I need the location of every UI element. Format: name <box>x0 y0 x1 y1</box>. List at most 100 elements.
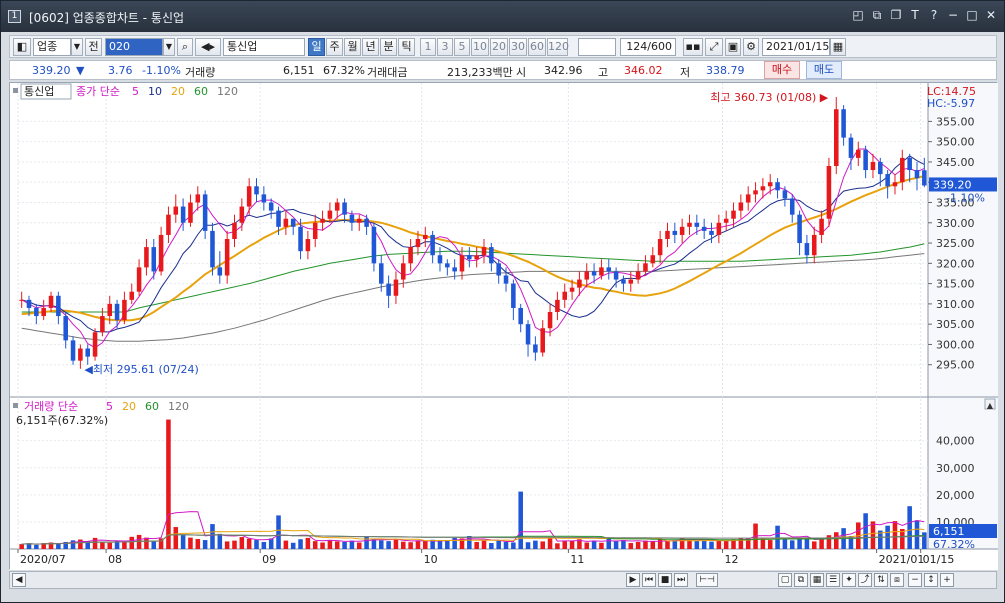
category-select[interactable]: 업종 <box>33 38 71 56</box>
close-icon[interactable]: ✕ <box>985 8 997 22</box>
volume-bar <box>224 541 230 549</box>
volume-bar <box>878 530 883 549</box>
chevron-down-icon[interactable]: ▼ <box>71 38 83 56</box>
interval-select[interactable] <box>578 38 616 56</box>
scale-icon[interactable]: ⇅ <box>874 573 888 587</box>
sell-button[interactable]: 매도 <box>806 61 842 79</box>
candle-body <box>679 226 685 235</box>
volume-tick-label: 40,000 <box>936 435 975 448</box>
line-tool-icon[interactable]: ⤢ <box>705 38 723 56</box>
market-button[interactable]: 전 <box>85 38 102 56</box>
scroll-right-icon[interactable]: ▶ <box>626 573 640 587</box>
gear-icon[interactable]: ⚙ <box>743 38 759 56</box>
copy-icon[interactable]: ⧉ <box>794 573 808 587</box>
interval-button-120[interactable]: 120 <box>547 38 569 56</box>
window-icon[interactable]: 1 <box>8 10 21 23</box>
save-icon[interactable]: ▣ <box>725 38 741 56</box>
interval-button-10[interactable]: 10 <box>471 38 489 56</box>
volume-bar <box>276 515 281 549</box>
interval-button-5[interactable]: 5 <box>454 38 470 56</box>
search-icon[interactable]: ⌕ <box>177 38 193 56</box>
volume-bar <box>70 540 76 549</box>
volume-bar <box>709 541 714 549</box>
period-button-4[interactable]: 분 <box>380 38 397 56</box>
chart-type-icon[interactable]: ▪▪ <box>683 38 703 56</box>
price-volume-chart[interactable]: 295.00 300.00 305.00 310.00 315.00 320.00 325.… <box>10 83 998 570</box>
chevron-down-icon[interactable]: ▼ <box>163 38 175 56</box>
interval-button-30[interactable]: 30 <box>509 38 527 56</box>
price-tick-label: 335.00 <box>936 197 975 210</box>
grid-icon[interactable]: ▦ <box>810 573 824 587</box>
help-icon[interactable]: ? <box>930 8 938 22</box>
price-tick-label: 315.00 <box>936 278 975 291</box>
volume-legend-ma-60: 60 <box>145 400 159 413</box>
popout-icon[interactable]: ⧉ <box>872 8 882 22</box>
layout-icon[interactable]: ◰ <box>852 8 864 22</box>
volume-bar <box>393 539 399 549</box>
period-button-5[interactable]: 틱 <box>398 38 415 56</box>
period-button-3[interactable]: 년 <box>362 38 379 56</box>
interval-button-60[interactable]: 60 <box>528 38 546 56</box>
candle-body <box>621 279 626 284</box>
volume-bar <box>511 542 516 549</box>
volume-bar <box>445 540 450 549</box>
volume-bar <box>914 520 920 549</box>
chart-area[interactable]: 295.00 300.00 305.00 310.00 315.00 320.00 325.… <box>9 82 998 570</box>
date-field[interactable]: 2021/01/15 <box>762 38 830 56</box>
interval-button-20[interactable]: 20 <box>490 38 508 56</box>
volume-current-label: 6,151주(67.32%) <box>16 414 108 427</box>
stop-icon[interactable]: ■ <box>658 573 672 587</box>
code-input[interactable]: 020 <box>105 38 163 56</box>
candle-body <box>635 271 641 280</box>
snapshot-icon[interactable]: ▢ <box>778 573 792 587</box>
buy-button[interactable]: 매수 <box>764 61 800 79</box>
scroll-last-icon[interactable]: ⏭ <box>674 573 688 587</box>
legend-ma-20: 20 <box>171 85 185 98</box>
legend-ma-prefix: 종가 단순 <box>76 85 120 98</box>
volume-ratio: 67.32% <box>323 64 365 77</box>
wand-icon[interactable]: ✦ <box>842 573 856 587</box>
volume-bar <box>606 538 612 549</box>
font-icon[interactable]: T <box>911 8 919 22</box>
maximize-icon[interactable]: □ <box>966 8 978 22</box>
candle-body <box>577 279 582 288</box>
chart-background <box>10 83 998 570</box>
speaker-icon[interactable]: ◀▸ <box>195 38 221 56</box>
zoom-in-icon[interactable]: + <box>940 573 954 587</box>
candle-body <box>100 316 105 333</box>
volume-bar <box>63 541 68 549</box>
count-field[interactable]: 124/600 <box>620 38 676 56</box>
scroll-first-icon[interactable]: ⏮ <box>642 573 656 587</box>
volume-bar <box>430 539 435 549</box>
table-icon[interactable]: ☰ <box>826 573 840 587</box>
period-button-2[interactable]: 월 <box>344 38 361 56</box>
export-icon[interactable]: ⧈ <box>890 573 904 587</box>
candle-body <box>122 299 127 321</box>
candle-body <box>555 299 560 312</box>
candle-body <box>151 247 157 272</box>
scroll-left-icon[interactable]: ◀ <box>12 573 26 587</box>
ma20-line <box>21 175 925 322</box>
volume-bar <box>232 540 237 549</box>
volume-bar <box>760 538 766 549</box>
current-price: 339.20 <box>32 64 71 77</box>
period-button-0[interactable]: 일 <box>308 38 325 56</box>
zoom-out-icon[interactable]: − <box>908 573 922 587</box>
calendar-icon[interactable]: ▦ <box>830 38 846 56</box>
volume-bar <box>85 541 90 549</box>
trend-icon[interactable]: ⤴ <box>858 573 872 587</box>
reset-zoom-icon[interactable]: ↕ <box>924 573 938 587</box>
candle-body <box>202 194 208 231</box>
volume-bar <box>107 542 113 549</box>
drag-handle-icon[interactable]: ⊢⊣ <box>696 573 718 587</box>
window-title: [0602] 업종종합차트 - 통신업 <box>29 11 185 25</box>
restore-icon[interactable]: ❐ <box>890 8 902 22</box>
minimize-icon[interactable]: − <box>947 8 959 22</box>
candle-body <box>474 255 479 260</box>
candle-body <box>254 186 259 195</box>
interval-button-3[interactable]: 3 <box>437 38 453 56</box>
interval-button-1[interactable]: 1 <box>420 38 436 56</box>
period-button-1[interactable]: 주 <box>326 38 343 56</box>
layout-icon[interactable]: ◧ <box>13 38 31 56</box>
min-annotation: ◀최저 295.61 (07/24) <box>84 363 198 376</box>
